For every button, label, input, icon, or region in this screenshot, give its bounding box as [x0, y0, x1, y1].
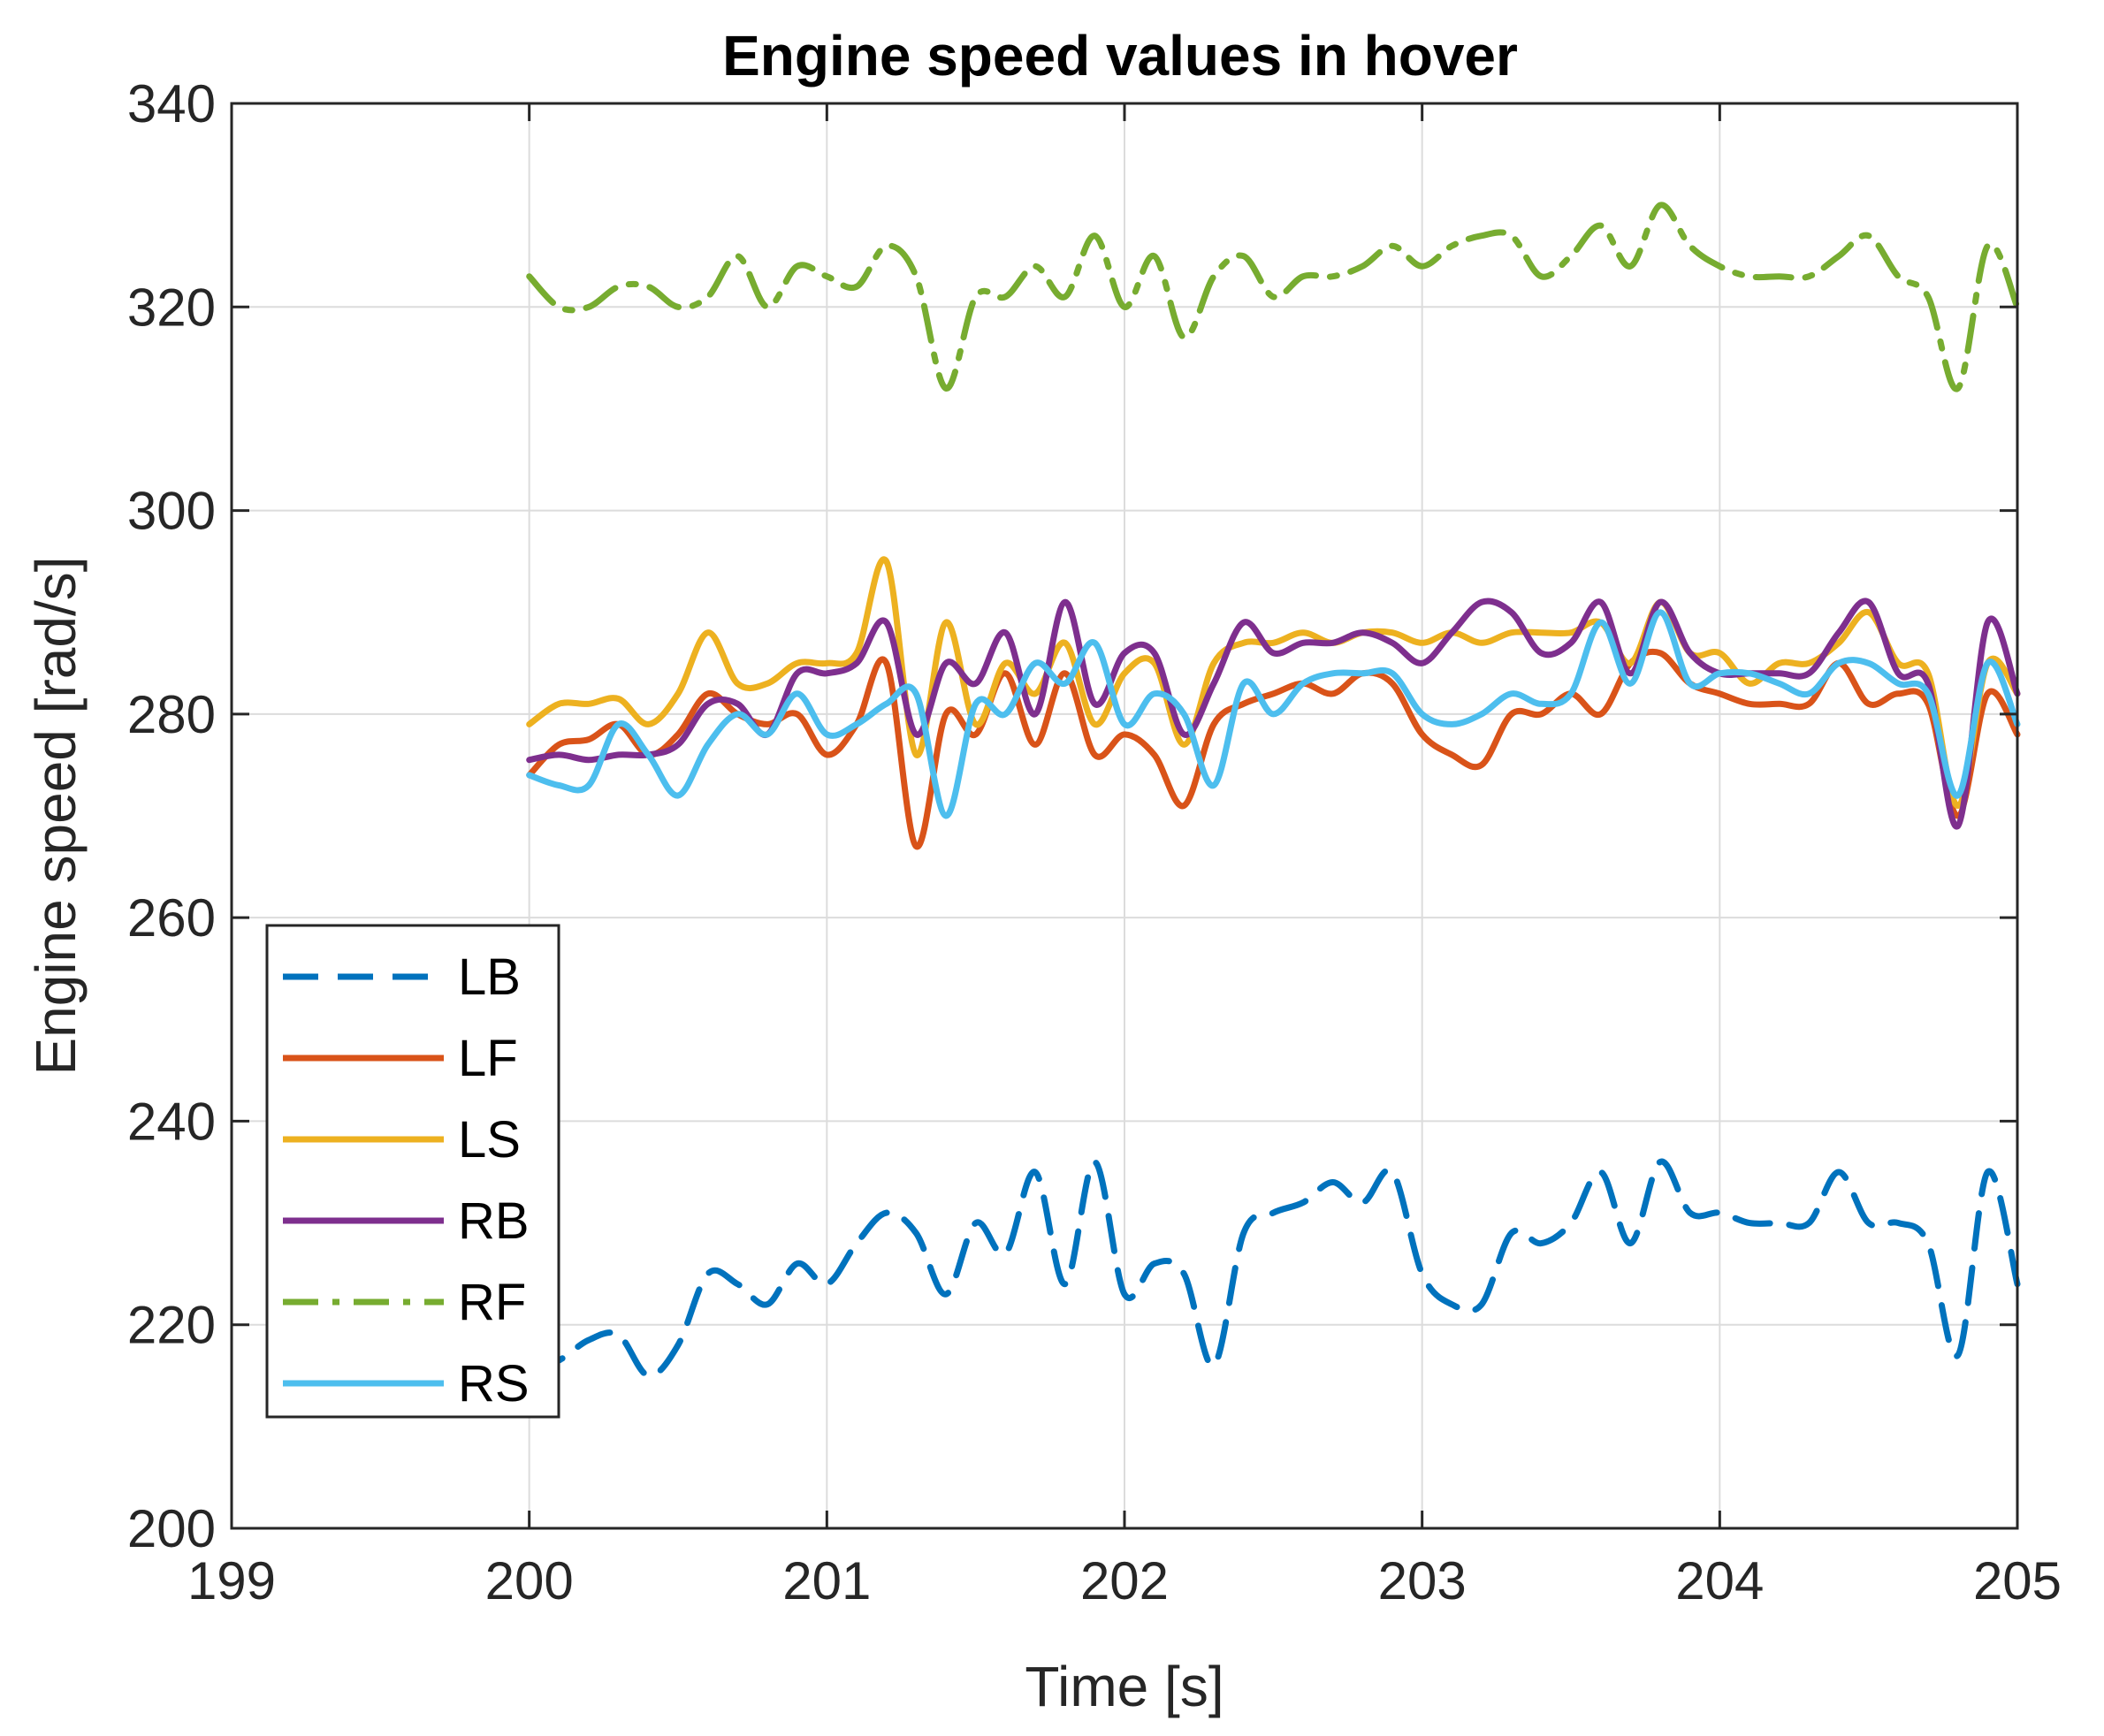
y-tick-label: 260 — [127, 888, 216, 948]
series-line-rs — [526, 609, 2021, 819]
x-tick-label: 202 — [1080, 1551, 1169, 1610]
legend-label-ls: LS — [458, 1111, 521, 1169]
axis-ticks: 199 200 201 202 203 204 2052002202402602803003… — [127, 74, 2062, 1610]
y-axis-label: Engine speed [rad/s] — [24, 556, 88, 1075]
x-axis-label: Time [s] — [1025, 1655, 1224, 1718]
x-tick-label: 203 — [1378, 1551, 1467, 1610]
legend-label-rb: RB — [458, 1192, 530, 1250]
y-tick-label: 300 — [127, 482, 216, 541]
y-tick-label: 220 — [127, 1296, 216, 1355]
x-tick-label: 204 — [1675, 1551, 1764, 1610]
x-tick-label: 201 — [782, 1551, 871, 1610]
x-tick-label: 199 — [187, 1551, 276, 1610]
y-tick-label: 320 — [127, 278, 216, 337]
y-tick-label: 240 — [127, 1092, 216, 1151]
legend-label-rf: RF — [458, 1274, 526, 1331]
series-line-rf — [526, 202, 2021, 392]
legend-box — [265, 924, 560, 1419]
legend: LB LF LS RB RF RS — [265, 924, 560, 1419]
series-line-lf — [526, 648, 2021, 850]
y-tick-label: 280 — [127, 685, 216, 744]
y-tick-label: 200 — [127, 1499, 216, 1558]
series-layer — [526, 202, 2021, 1379]
legend-label-rs: RS — [458, 1355, 530, 1412]
series-line-ls — [526, 556, 2021, 810]
legend-label-lf: LF — [458, 1030, 518, 1087]
series-line-rb — [526, 598, 2021, 830]
y-tick-label: 340 — [127, 74, 216, 133]
x-tick-label: 205 — [1973, 1551, 2062, 1610]
series-line-lb — [526, 1158, 2021, 1379]
chart-title: Engine speed values in hover — [722, 24, 1518, 88]
legend-label-lb: LB — [458, 948, 521, 1006]
x-tick-label: 200 — [485, 1551, 574, 1610]
